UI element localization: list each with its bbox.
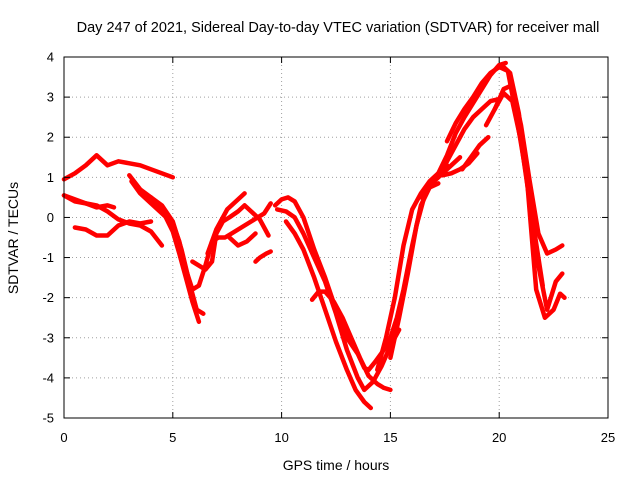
series-line-25 [499,62,567,320]
series-line-16 [375,163,450,373]
x-tick-label: 20 [492,430,506,445]
y-tick-label: -4 [42,370,54,385]
x-tick-label: 15 [383,430,397,445]
series-line-4 [72,219,154,238]
series-line-14 [283,219,374,411]
y-tick-label: 0 [47,210,54,225]
series-line-18 [418,96,502,200]
plot-frame [63,56,609,419]
x-tick-labels: 0 5 10 15 20 25 [60,430,615,445]
chart-title: Day 247 of 2021, Sidereal Day-to-day VTE… [77,20,600,36]
series-line-9 [205,191,247,256]
y-tick-label: 4 [47,50,54,65]
x-tick-label: 5 [169,430,176,445]
series-line-1 [61,153,176,182]
x-tick-label: 25 [601,430,615,445]
y-tick-label: -1 [42,250,54,265]
y-tick-label: -2 [42,290,54,305]
x-tick-label: 0 [60,430,67,445]
y-tick-label: -3 [42,330,54,345]
y-axis-label: SDTVAR / TECUs [5,182,21,294]
y-tick-label: 3 [47,90,54,105]
series-line-10 [227,231,258,248]
y-tick-label: 2 [47,130,54,145]
series-line-7 [148,195,206,316]
y-tick-labels: 4 3 2 1 0 -1 -2 -3 -4 -5 [42,50,54,426]
x-tick-label: 10 [274,430,288,445]
series-line-6 [127,173,202,324]
axis-ticks [63,56,609,419]
grid-lines [64,57,608,418]
series-line-22 [459,134,491,172]
series-line-3 [61,193,165,248]
x-axis-label: GPS time / hours [283,457,390,473]
data-series [61,60,567,411]
y-tick-label: 1 [47,170,54,185]
series-line-15 [309,289,393,393]
y-tick-label: -5 [42,411,54,426]
series-line-13 [274,207,402,393]
series-line-11 [253,249,273,264]
series-line-8 [190,203,271,272]
